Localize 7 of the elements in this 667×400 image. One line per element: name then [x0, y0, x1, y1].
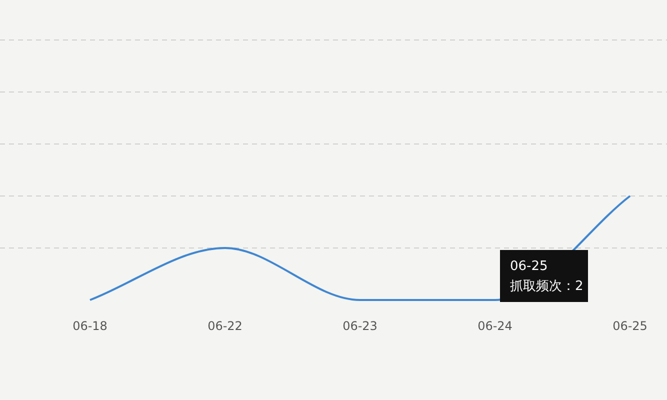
x-tick-label: 06-23: [342, 319, 378, 333]
x-tick-label: 06-22: [208, 319, 242, 333]
x-tick-label: 06-18: [72, 319, 108, 333]
annotation: 06-25 抓取频次：2: [510, 259, 584, 294]
x-tick-label: 06-25: [612, 319, 648, 333]
x-tick-label: 06-24: [478, 319, 512, 333]
tooltip: 06-25 抓取频次：2: [500, 250, 588, 302]
